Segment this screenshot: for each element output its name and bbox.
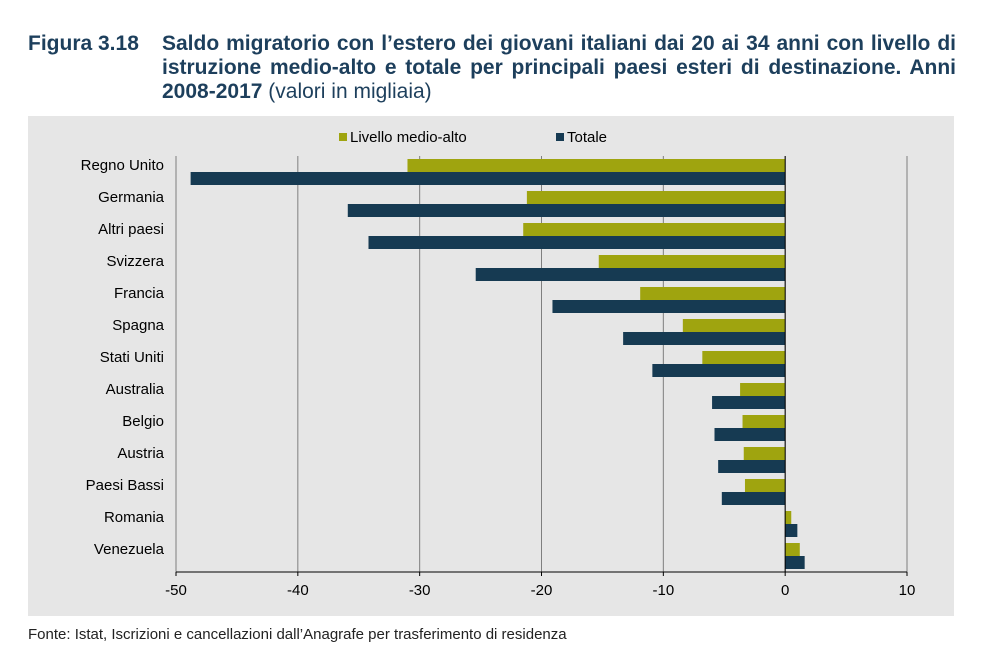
axes: [175, 156, 908, 576]
category-label-11: Romania: [104, 509, 165, 526]
category-label-1: Germania: [98, 189, 165, 206]
bars: [190, 159, 805, 569]
bar-medio-alto-0: [407, 159, 786, 172]
legend-label-medio-alto: Livello medio-alto: [350, 129, 467, 146]
bar-totale-1: [347, 204, 786, 217]
legend-swatch-medio-alto: [339, 133, 347, 141]
category-label-5: Spagna: [112, 317, 164, 334]
bar-medio-alto-9: [743, 447, 786, 460]
category-label-7: Australia: [106, 381, 165, 398]
bar-medio-alto-1: [526, 191, 786, 204]
x-tick-label-3: -20: [531, 582, 553, 599]
category-label-3: Svizzera: [106, 253, 164, 270]
category-label-0: Regno Unito: [81, 157, 164, 174]
grid-lines: [175, 156, 908, 572]
category-label-4: Francia: [114, 285, 165, 302]
bar-medio-alto-10: [744, 479, 786, 492]
bar-totale-6: [652, 364, 786, 377]
bar-medio-alto-8: [742, 415, 786, 428]
bar-totale-7: [712, 396, 786, 409]
category-label-8: Belgio: [122, 413, 164, 430]
legend-swatch-totale: [556, 133, 564, 141]
category-label-6: Stati Uniti: [100, 349, 164, 366]
legend: Livello medio-alto Totale: [339, 129, 607, 146]
bar-totale-12: [785, 556, 805, 569]
bar-totale-10: [721, 492, 786, 505]
legend-label-totale: Totale: [567, 129, 607, 146]
category-label-12: Venezuela: [94, 541, 165, 558]
category-labels: Regno Unito Germania Altri paesi Svizzera Fr…: [81, 157, 165, 558]
source-note: Fonte: Istat, Iscrizioni e cancellazioni…: [28, 626, 567, 643]
x-tick-label-4: -10: [652, 582, 674, 599]
bar-totale-8: [714, 428, 786, 441]
bar-chart: Regno Unito Germania Altri paesi Svizzera Fr…: [81, 129, 916, 599]
x-tick-label-6: 10: [899, 582, 916, 599]
x-tick-label-1: -40: [287, 582, 309, 599]
bar-medio-alto-7: [740, 383, 786, 396]
bar-totale-11: [785, 524, 798, 537]
bar-totale-2: [368, 236, 786, 249]
figure-title: Saldo migratorio con l’estero dei giovan…: [162, 32, 956, 104]
bar-medio-alto-2: [523, 223, 786, 236]
x-tick-label-0: -50: [165, 582, 187, 599]
category-label-2: Altri paesi: [98, 221, 164, 238]
category-label-9: Austria: [117, 445, 164, 462]
chart-panel: Regno Unito Germania Altri paesi Svizzera Fr…: [28, 116, 954, 616]
bar-medio-alto-11: [785, 511, 792, 524]
x-tick-label-5: 0: [781, 582, 789, 599]
figure-subtitle: (valori in migliaia): [268, 80, 432, 103]
figure-label: Figura 3.18: [28, 32, 139, 55]
bar-totale-5: [623, 332, 786, 345]
bar-medio-alto-4: [640, 287, 786, 300]
figure-title-main: Saldo migratorio con l’estero dei giovan…: [162, 32, 956, 103]
bar-totale-4: [552, 300, 786, 313]
bar-totale-0: [190, 172, 786, 185]
bar-totale-9: [718, 460, 786, 473]
bar-totale-3: [475, 268, 786, 281]
bar-medio-alto-6: [702, 351, 786, 364]
x-tick-labels: -50 -40 -30 -20 -10 0 10: [165, 582, 915, 599]
bar-medio-alto-12: [785, 543, 800, 556]
category-label-10: Paesi Bassi: [86, 477, 164, 494]
bar-medio-alto-3: [598, 255, 786, 268]
bar-medio-alto-5: [682, 319, 786, 332]
x-tick-label-2: -30: [409, 582, 431, 599]
